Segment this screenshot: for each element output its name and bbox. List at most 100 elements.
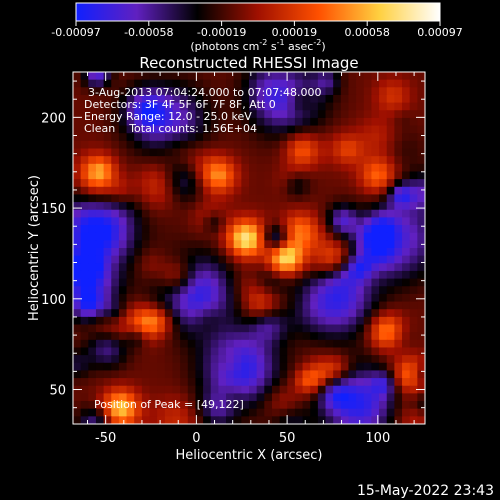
heatmap-cell bbox=[180, 225, 189, 234]
heatmap-cell bbox=[73, 179, 82, 188]
heatmap-cell bbox=[294, 316, 304, 326]
heatmap-cell bbox=[218, 393, 227, 402]
heatmap-cell bbox=[402, 87, 411, 96]
heatmap-cell bbox=[294, 293, 304, 303]
heatmap-cell bbox=[134, 255, 143, 264]
heatmap-cell bbox=[180, 248, 189, 257]
heatmap-cell bbox=[264, 202, 273, 211]
heatmap-cell bbox=[118, 385, 128, 394]
heatmap-cell bbox=[210, 209, 219, 218]
heatmap-cell bbox=[141, 125, 151, 134]
heatmap-cell bbox=[111, 225, 120, 234]
heatmap-cell bbox=[141, 385, 151, 394]
heatmap-cell bbox=[88, 293, 97, 303]
heatmap-cell bbox=[294, 194, 304, 203]
heatmap-cell bbox=[172, 133, 181, 142]
heatmap-cell bbox=[386, 332, 395, 341]
heatmap-cell bbox=[394, 324, 403, 333]
heatmap-cell bbox=[264, 293, 273, 303]
heatmap-cell bbox=[271, 110, 281, 119]
heatmap-cell bbox=[111, 232, 120, 241]
heatmap-cell bbox=[271, 309, 281, 318]
heatmap-cell bbox=[417, 72, 425, 81]
heatmap-cell bbox=[126, 408, 135, 417]
heatmap-cell bbox=[218, 163, 227, 173]
heatmap-cell bbox=[363, 339, 373, 349]
heatmap-cell bbox=[340, 408, 350, 417]
x-tick-label: 0 bbox=[192, 431, 200, 446]
heatmap-cell bbox=[417, 362, 425, 372]
heatmap-cell bbox=[80, 270, 89, 280]
heatmap-cell bbox=[210, 240, 219, 249]
heatmap-cell bbox=[233, 270, 242, 280]
heatmap-cell bbox=[294, 148, 304, 157]
heatmap-cell bbox=[302, 370, 311, 379]
heatmap-cell bbox=[409, 79, 418, 88]
heatmap-cell bbox=[233, 378, 242, 387]
heatmap-cell bbox=[317, 94, 327, 104]
heatmap-cell bbox=[172, 110, 181, 119]
heatmap-cell bbox=[187, 133, 197, 142]
heatmap-cell bbox=[371, 209, 380, 218]
heatmap-cell bbox=[157, 179, 166, 188]
heatmap-cell bbox=[409, 263, 418, 272]
heatmap-cell bbox=[279, 209, 288, 218]
heatmap-cell bbox=[172, 79, 181, 88]
heatmap-cell bbox=[249, 133, 258, 142]
heatmap-cell bbox=[409, 286, 418, 295]
heatmap-cell bbox=[409, 362, 418, 372]
heatmap-cell bbox=[302, 117, 311, 127]
heatmap-cell bbox=[118, 202, 128, 211]
heatmap-cell bbox=[226, 416, 235, 424]
heatmap-cell bbox=[241, 278, 250, 287]
heatmap-cell bbox=[88, 393, 97, 402]
heatmap-cell bbox=[310, 355, 319, 364]
heatmap-cell bbox=[310, 362, 319, 372]
heatmap-cell bbox=[95, 408, 105, 417]
heatmap-cell bbox=[310, 72, 319, 81]
heatmap-cell bbox=[348, 408, 357, 417]
heatmap-cell bbox=[103, 286, 112, 295]
heatmap-cell bbox=[409, 393, 418, 402]
heatmap-cell bbox=[73, 225, 82, 234]
heatmap-cell bbox=[203, 125, 212, 134]
heatmap-cell bbox=[164, 355, 174, 364]
heatmap-cell bbox=[157, 94, 166, 104]
heatmap-cell bbox=[348, 339, 357, 349]
heatmap-cell bbox=[195, 347, 204, 356]
heatmap-cell bbox=[256, 110, 265, 119]
heatmap-cell bbox=[402, 163, 411, 173]
heatmap-cell bbox=[149, 156, 158, 165]
heatmap-cell bbox=[126, 171, 135, 180]
heatmap-cell bbox=[157, 148, 166, 157]
heatmap-cell bbox=[340, 94, 350, 104]
heatmap-cell bbox=[256, 301, 265, 310]
heatmap-cell bbox=[264, 286, 273, 295]
heatmap-cell bbox=[226, 72, 235, 81]
heatmap-cell bbox=[348, 401, 357, 410]
heatmap-cell bbox=[241, 94, 250, 104]
heatmap-cell bbox=[157, 72, 166, 81]
heatmap-cell bbox=[279, 72, 288, 81]
heatmap-cell bbox=[333, 385, 342, 394]
heatmap-cell bbox=[356, 385, 365, 394]
heatmap-cell bbox=[310, 347, 319, 356]
heatmap-cell bbox=[95, 301, 105, 310]
heatmap-cell bbox=[187, 362, 197, 372]
heatmap-cell bbox=[264, 339, 273, 349]
heatmap-cell bbox=[157, 209, 166, 218]
heatmap-cell bbox=[73, 163, 82, 173]
heatmap-cell bbox=[302, 255, 311, 264]
heatmap-cell bbox=[195, 248, 204, 257]
heatmap-cell bbox=[256, 87, 265, 96]
heatmap-cell bbox=[394, 339, 403, 349]
heatmap-cell bbox=[386, 248, 395, 257]
heatmap-cell bbox=[149, 225, 158, 234]
heatmap-cell bbox=[111, 117, 120, 127]
heatmap-cell bbox=[363, 301, 373, 310]
heatmap-cell bbox=[417, 156, 425, 165]
heatmap-cell bbox=[187, 148, 197, 157]
heatmap-cell bbox=[233, 94, 242, 104]
heatmap-cell bbox=[371, 378, 380, 387]
